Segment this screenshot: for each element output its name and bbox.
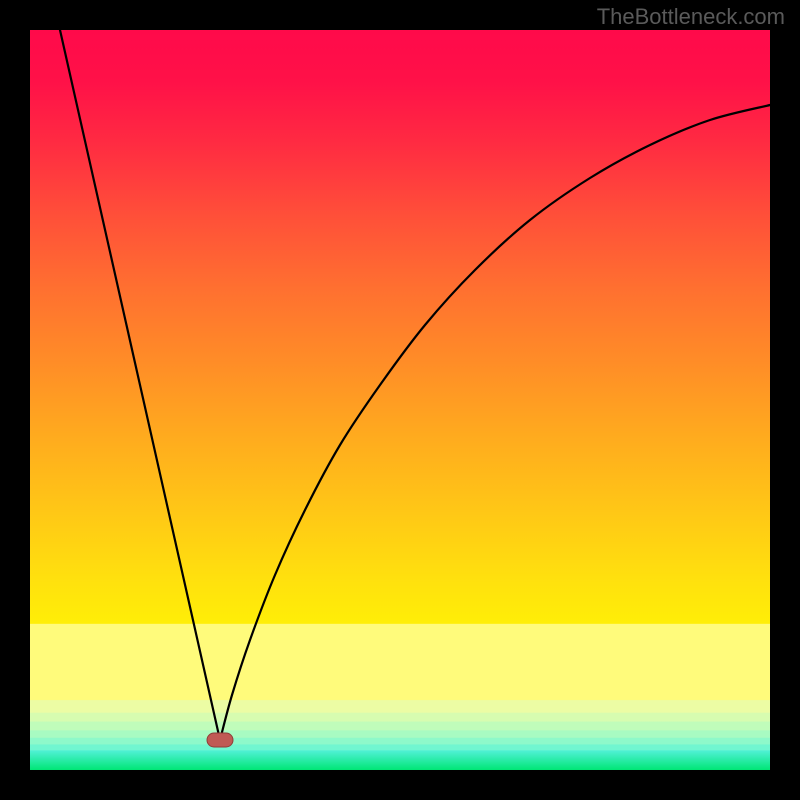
chart-root: TheBottleneck.com [0, 0, 800, 800]
watermark-text: TheBottleneck.com [597, 4, 785, 30]
chart-frame [0, 0, 800, 800]
